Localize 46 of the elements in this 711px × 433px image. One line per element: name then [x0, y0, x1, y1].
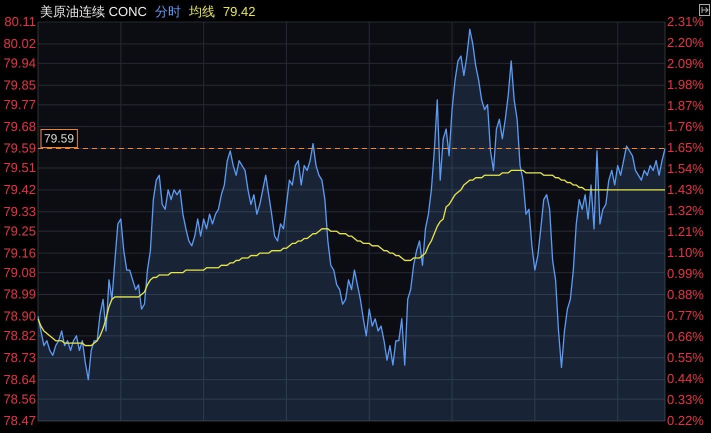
- y2-tick-label: 0.88%: [667, 287, 704, 302]
- text: 分时: [154, 4, 181, 19]
- y2-tick-label: 0.66%: [667, 329, 704, 344]
- y-tick-label: 79.94: [3, 56, 36, 71]
- y2-tick-label: 0.33%: [667, 392, 704, 408]
- line-series: [37, 170, 666, 346]
- y-tick-label: 78.56: [3, 391, 36, 406]
- y2-tick-label: 1.32%: [667, 203, 704, 218]
- y2-tick-label: 0.55%: [667, 350, 704, 366]
- y2-tick-label: 2.09%: [667, 56, 704, 72]
- y-tick-label: 79.77: [3, 96, 36, 112]
- y2-tick-label: 2.20%: [667, 35, 704, 50]
- y-tick-label: 78.99: [3, 286, 36, 302]
- y2-tick-label: 1.54%: [667, 161, 704, 176]
- y-tick-label: 78.90: [3, 308, 36, 324]
- y2-tick-label: 1.76%: [667, 119, 704, 134]
- y-tick-label: 79.33: [3, 204, 36, 219]
- y2-tick-label: 0.77%: [667, 308, 704, 324]
- text: 均线: [188, 4, 215, 19]
- y2-tick-label: 1.10%: [667, 245, 704, 260]
- y2-tick-label: 1.98%: [667, 77, 704, 92]
- y2-tick-label: 2.31%: [667, 14, 704, 30]
- y-tick-label: 78.82: [3, 328, 36, 344]
- ref-line-label: 79.59: [44, 132, 74, 146]
- y-tick-label: 79.68: [3, 118, 36, 134]
- y2-tick-label: 1.65%: [667, 140, 704, 156]
- y-tick-label: 79.59: [3, 140, 36, 156]
- y-tick-label: 78.64: [3, 372, 36, 387]
- y-tick-label: 79.42: [3, 182, 36, 198]
- y2-tick-label: 1.21%: [667, 224, 704, 240]
- y-tick-label: 78.73: [3, 350, 36, 365]
- y2-tick-label: 1.87%: [667, 98, 704, 114]
- text: 79.42: [222, 4, 256, 19]
- y-tick-label: 78.47: [3, 413, 36, 428]
- y-tick-label: 79.85: [3, 77, 36, 92]
- y2-tick-label: 0.22%: [667, 413, 704, 428]
- y-tick-label: 80.11: [4, 14, 36, 30]
- y2-tick-label: 0.99%: [667, 266, 704, 282]
- y-tick-label: 79.08: [3, 264, 36, 280]
- chart-title: 美原油连续 CONC: [40, 4, 147, 19]
- y-tick-label: 79.25: [3, 223, 36, 238]
- y-tick-label: 79.51: [3, 160, 36, 176]
- y-tick-label: 79.16: [3, 245, 36, 260]
- y-tick-label: 80.02: [3, 36, 36, 52]
- y2-tick-label: 0.44%: [667, 371, 704, 386]
- y2-tick-label: 1.43%: [667, 182, 704, 198]
